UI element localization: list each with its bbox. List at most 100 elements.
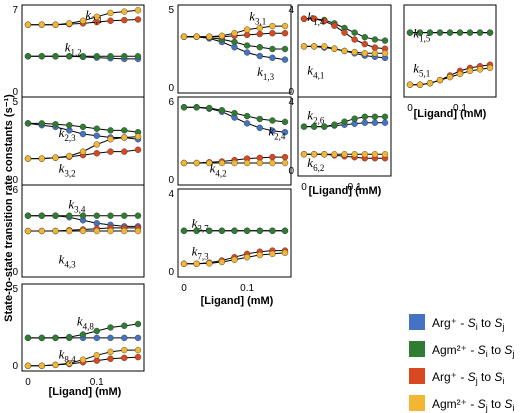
data-point	[331, 45, 338, 52]
data-point	[24, 155, 32, 162]
data-point	[281, 249, 289, 257]
data-point	[121, 334, 128, 342]
data-point	[446, 29, 454, 36]
data-point	[134, 133, 142, 140]
legend-entry: Arg⁺ - Sj to Si	[432, 370, 504, 386]
data-point	[269, 250, 276, 258]
data-point	[79, 53, 87, 60]
data-point	[300, 123, 308, 130]
data-point	[341, 47, 348, 55]
data-point	[134, 16, 142, 23]
y-tick-label: 0	[12, 361, 18, 372]
data-point	[79, 130, 87, 138]
data-point	[466, 29, 474, 36]
data-point	[371, 113, 379, 121]
data-point	[281, 56, 289, 63]
data-point	[269, 159, 276, 167]
data-point	[231, 159, 238, 167]
data-point	[24, 21, 32, 28]
data-point	[269, 127, 276, 134]
data-point	[351, 36, 358, 43]
panel-10: 0 0.1k1,5k5,1	[403, 4, 497, 114]
data-point	[256, 30, 263, 38]
y-tick-label: 4	[168, 189, 174, 200]
data-point	[281, 22, 289, 30]
data-point	[269, 117, 276, 124]
data-point	[93, 132, 101, 139]
data-point	[66, 53, 73, 60]
data-point	[134, 346, 142, 354]
data-point	[206, 104, 213, 112]
data-point	[52, 361, 59, 369]
x-tick-label: 0.1	[348, 182, 362, 193]
data-point	[52, 21, 59, 28]
data-point	[193, 260, 200, 267]
data-point	[321, 151, 328, 158]
y-tick-label: 4	[288, 97, 294, 108]
data-point	[24, 53, 32, 60]
data-point	[300, 15, 308, 22]
data-point	[107, 53, 114, 60]
data-point	[24, 227, 32, 235]
data-point	[134, 7, 142, 14]
data-point	[93, 352, 101, 359]
data-point	[180, 260, 188, 267]
data-point	[426, 29, 434, 36]
data-point	[180, 33, 188, 40]
legend-entry: Agm²⁺ - Sj to Si	[432, 397, 514, 413]
y-tick-label: 6	[12, 185, 18, 196]
data-point	[218, 106, 226, 114]
data-point	[351, 115, 358, 122]
data-point	[121, 8, 128, 15]
data-point	[93, 212, 101, 219]
data-point	[38, 334, 45, 342]
data-point	[256, 52, 263, 60]
data-point	[231, 109, 238, 117]
data-point	[406, 29, 414, 36]
x-tick-label: 0.1	[240, 283, 254, 294]
data-point	[321, 123, 328, 130]
data-point	[256, 159, 263, 167]
data-point	[256, 227, 263, 235]
data-point	[256, 24, 263, 32]
data-point	[121, 127, 128, 134]
data-point	[281, 159, 289, 167]
data-point	[361, 34, 368, 41]
data-point	[243, 112, 251, 120]
data-point	[269, 30, 276, 37]
y-tick-label: 0	[168, 267, 174, 278]
data-point	[107, 324, 114, 331]
data-point	[243, 26, 251, 33]
data-point	[486, 29, 494, 36]
data-point	[466, 67, 474, 75]
data-point	[121, 134, 128, 141]
data-point	[93, 327, 101, 335]
data-point	[93, 141, 101, 148]
data-point	[281, 227, 289, 235]
data-point	[107, 355, 114, 362]
data-point	[218, 227, 226, 235]
data-point	[243, 227, 251, 235]
data-point	[331, 121, 338, 128]
data-point	[341, 151, 348, 158]
data-point	[281, 45, 289, 53]
data-point	[381, 50, 389, 57]
data-point	[281, 128, 289, 136]
data-point	[66, 152, 73, 160]
data-point	[66, 20, 73, 27]
y-tick-label: 4	[288, 5, 294, 16]
data-point	[416, 81, 424, 88]
data-point	[134, 353, 142, 361]
panel-1: 7000.1k2,1k1,2	[12, 4, 145, 114]
data-point	[426, 79, 434, 87]
data-point	[321, 43, 328, 50]
x-axis-label: [Ligand] (mM)	[414, 108, 487, 120]
data-point	[66, 360, 73, 367]
y-tick-label: 0	[168, 175, 174, 186]
data-point	[79, 148, 87, 155]
x-axis-label: [Ligand] (mM)	[49, 386, 122, 398]
y-tick-label: 5	[12, 284, 18, 295]
